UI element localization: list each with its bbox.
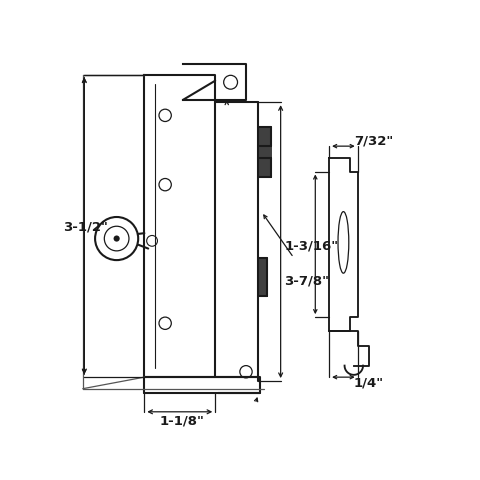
- Text: 1/4": 1/4": [354, 376, 384, 389]
- Circle shape: [114, 236, 120, 241]
- Text: 3-1/2": 3-1/2": [63, 220, 108, 233]
- Text: 3-7/8": 3-7/8": [285, 275, 329, 288]
- Text: 7/32": 7/32": [354, 134, 393, 147]
- Polygon shape: [258, 258, 267, 296]
- Text: 1-3/16": 1-3/16": [285, 240, 338, 253]
- Polygon shape: [258, 127, 271, 177]
- Text: 1-1/8": 1-1/8": [160, 415, 204, 428]
